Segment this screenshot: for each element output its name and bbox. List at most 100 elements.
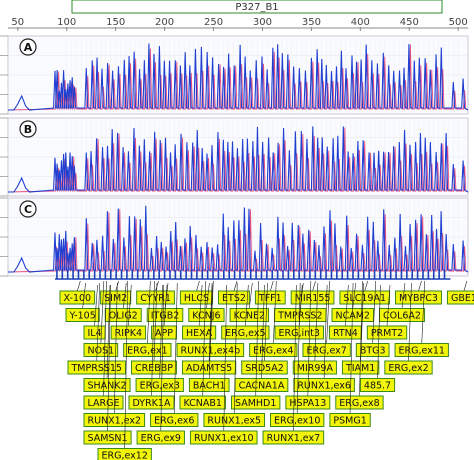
probe-label-text: SRD5A2 (245, 363, 284, 374)
probe-leader-line (113, 282, 118, 414)
probe-label: RUNX1,ex6 (293, 284, 355, 392)
probe-label: DYRK1A (128, 280, 175, 410)
probe-label-box (83, 413, 146, 427)
probe-label-box (254, 290, 286, 305)
probe-label: KCNAB1 (179, 280, 226, 410)
panel-c: C (0, 197, 469, 277)
probe-leader-line (377, 284, 381, 379)
probe-label-box (302, 343, 351, 357)
panel-a: A (0, 35, 469, 115)
probe-bracket (54, 270, 451, 280)
probe-leader-line (223, 284, 228, 432)
probe-label: SLC19A1 (339, 280, 391, 305)
probe-label: ERG,ex12 (97, 280, 152, 460)
probe-label-box (446, 290, 474, 305)
probe-label: TFF1 (254, 280, 286, 305)
probe-leader-line (151, 280, 155, 397)
probe-label-text: ERG,ex3 (140, 381, 180, 392)
probe-label: RUNX1,ex10 (189, 284, 258, 445)
probe-label-text: MYBPC3 (399, 293, 438, 304)
x-axis-ticks: 50 100 150 200 250 300 350 400 450 500 (11, 17, 468, 31)
probe-label-text: SAMHD1 (235, 398, 276, 409)
probe-label-text: ETS2 (222, 293, 246, 304)
probe-label-text: SIM2 (104, 293, 127, 304)
x-tick-label: 500 (449, 17, 468, 28)
probe-label: ERG,ex6 (150, 282, 199, 427)
x-tick-label: 200 (155, 17, 174, 28)
probe-label-box (335, 395, 384, 410)
probe-label-box (285, 395, 331, 410)
probe-label: ERG,ex2 (384, 282, 433, 375)
probe-label-text: MIR155 (295, 293, 331, 304)
probe-leader-line (314, 282, 319, 362)
probe-label: ERG,ex10 (270, 282, 325, 427)
probe-label-text: ERG,ex4 (253, 346, 293, 357)
probe-leader-line (270, 280, 274, 292)
probe-label-text: HLCS (184, 293, 209, 304)
probe-label: ETS2 (218, 280, 250, 305)
probe-label-text: RUNX1,ex7 (267, 433, 321, 444)
probe-label-box (104, 308, 142, 322)
probe-label: SAMSN1 (83, 284, 132, 445)
probe-leader-line (421, 280, 426, 344)
probe-label: CYYR1 (136, 280, 175, 305)
probe-label: RIPK4 (110, 284, 147, 340)
probe-label: LARGE (83, 280, 124, 410)
series-pink-trace (7, 44, 469, 111)
probe-label: KCNJ6 (188, 282, 225, 322)
probe-label-text: ERG,ex6 (154, 416, 194, 427)
probe-leader-line (408, 282, 412, 362)
probe-label-box (366, 325, 408, 340)
probe-leader-line (298, 284, 303, 327)
probe-label-box (292, 360, 337, 375)
probe-label-text: CYYR1 (140, 293, 171, 304)
probe-label-box (355, 343, 390, 357)
probe-label: PRMT2 (366, 284, 408, 340)
probe-leader-line (100, 280, 105, 344)
panel-label: C (24, 203, 32, 216)
probe-label: ERG,ex7 (302, 280, 351, 357)
probe-label-box (83, 378, 131, 392)
probe-label-text: KCNAB1 (183, 398, 222, 409)
probe-label: ERG,ex9 (136, 284, 185, 445)
probe-label: TMPRSS15 (67, 282, 126, 375)
probe-label-text: Y-105 (69, 311, 96, 322)
x-tick-label: 350 (302, 17, 321, 28)
probe-label-text: TFF1 (258, 293, 282, 304)
probe-label-text: ERG,ex7 (306, 346, 346, 357)
panel-label: A (24, 41, 33, 54)
probe-label-box (182, 325, 217, 340)
x-tick-label: 400 (351, 17, 370, 28)
axis-header: P327_B1 50 100 150 200 250 300 350 400 450 500 (8, 0, 468, 31)
probe-leader-line (153, 282, 158, 362)
probe-label: MIR155 (290, 280, 335, 305)
probe-label-text: KCNJ6 (192, 311, 220, 322)
x-tick-label: 150 (106, 17, 125, 28)
probe-label-box (293, 378, 355, 392)
probe-label: PSMG1 (329, 282, 371, 427)
probe-label-box (189, 430, 258, 445)
probe-label-box (229, 308, 270, 322)
probe-label: HSPA13 (285, 280, 331, 410)
probe-label-box (128, 395, 175, 410)
series-blue-trace (8, 126, 469, 193)
probe-label-text: NCAM2 (336, 311, 370, 322)
probe-label: SHANK2 (83, 284, 131, 392)
probe-leader-line (103, 280, 107, 397)
probe-label-text: SHANK2 (88, 381, 127, 392)
probe-label-text: HEXA (186, 328, 213, 339)
probe-leader-line (293, 284, 297, 432)
probe-label-box (151, 325, 178, 340)
probe-label-text: PRMT2 (371, 328, 403, 339)
probe-leader-line (326, 280, 330, 344)
probe-label-box (83, 395, 124, 410)
x-tick-label: 100 (57, 17, 76, 28)
probe-label-box (339, 290, 391, 305)
probe-label-box (123, 343, 172, 357)
x-tick-label: 450 (400, 17, 419, 28)
probe-leader-line (82, 282, 86, 309)
probe-label-text: ERG,ex9 (141, 433, 181, 444)
probe-labels: X-100 SIM2 CYYR1 HLCS ETS2 TFF1 MIR155 SLC19A1 M… (59, 280, 474, 460)
probe-label-text: ERG,ex5 (225, 328, 265, 339)
probe-label: ERG,ex4 (249, 280, 298, 357)
